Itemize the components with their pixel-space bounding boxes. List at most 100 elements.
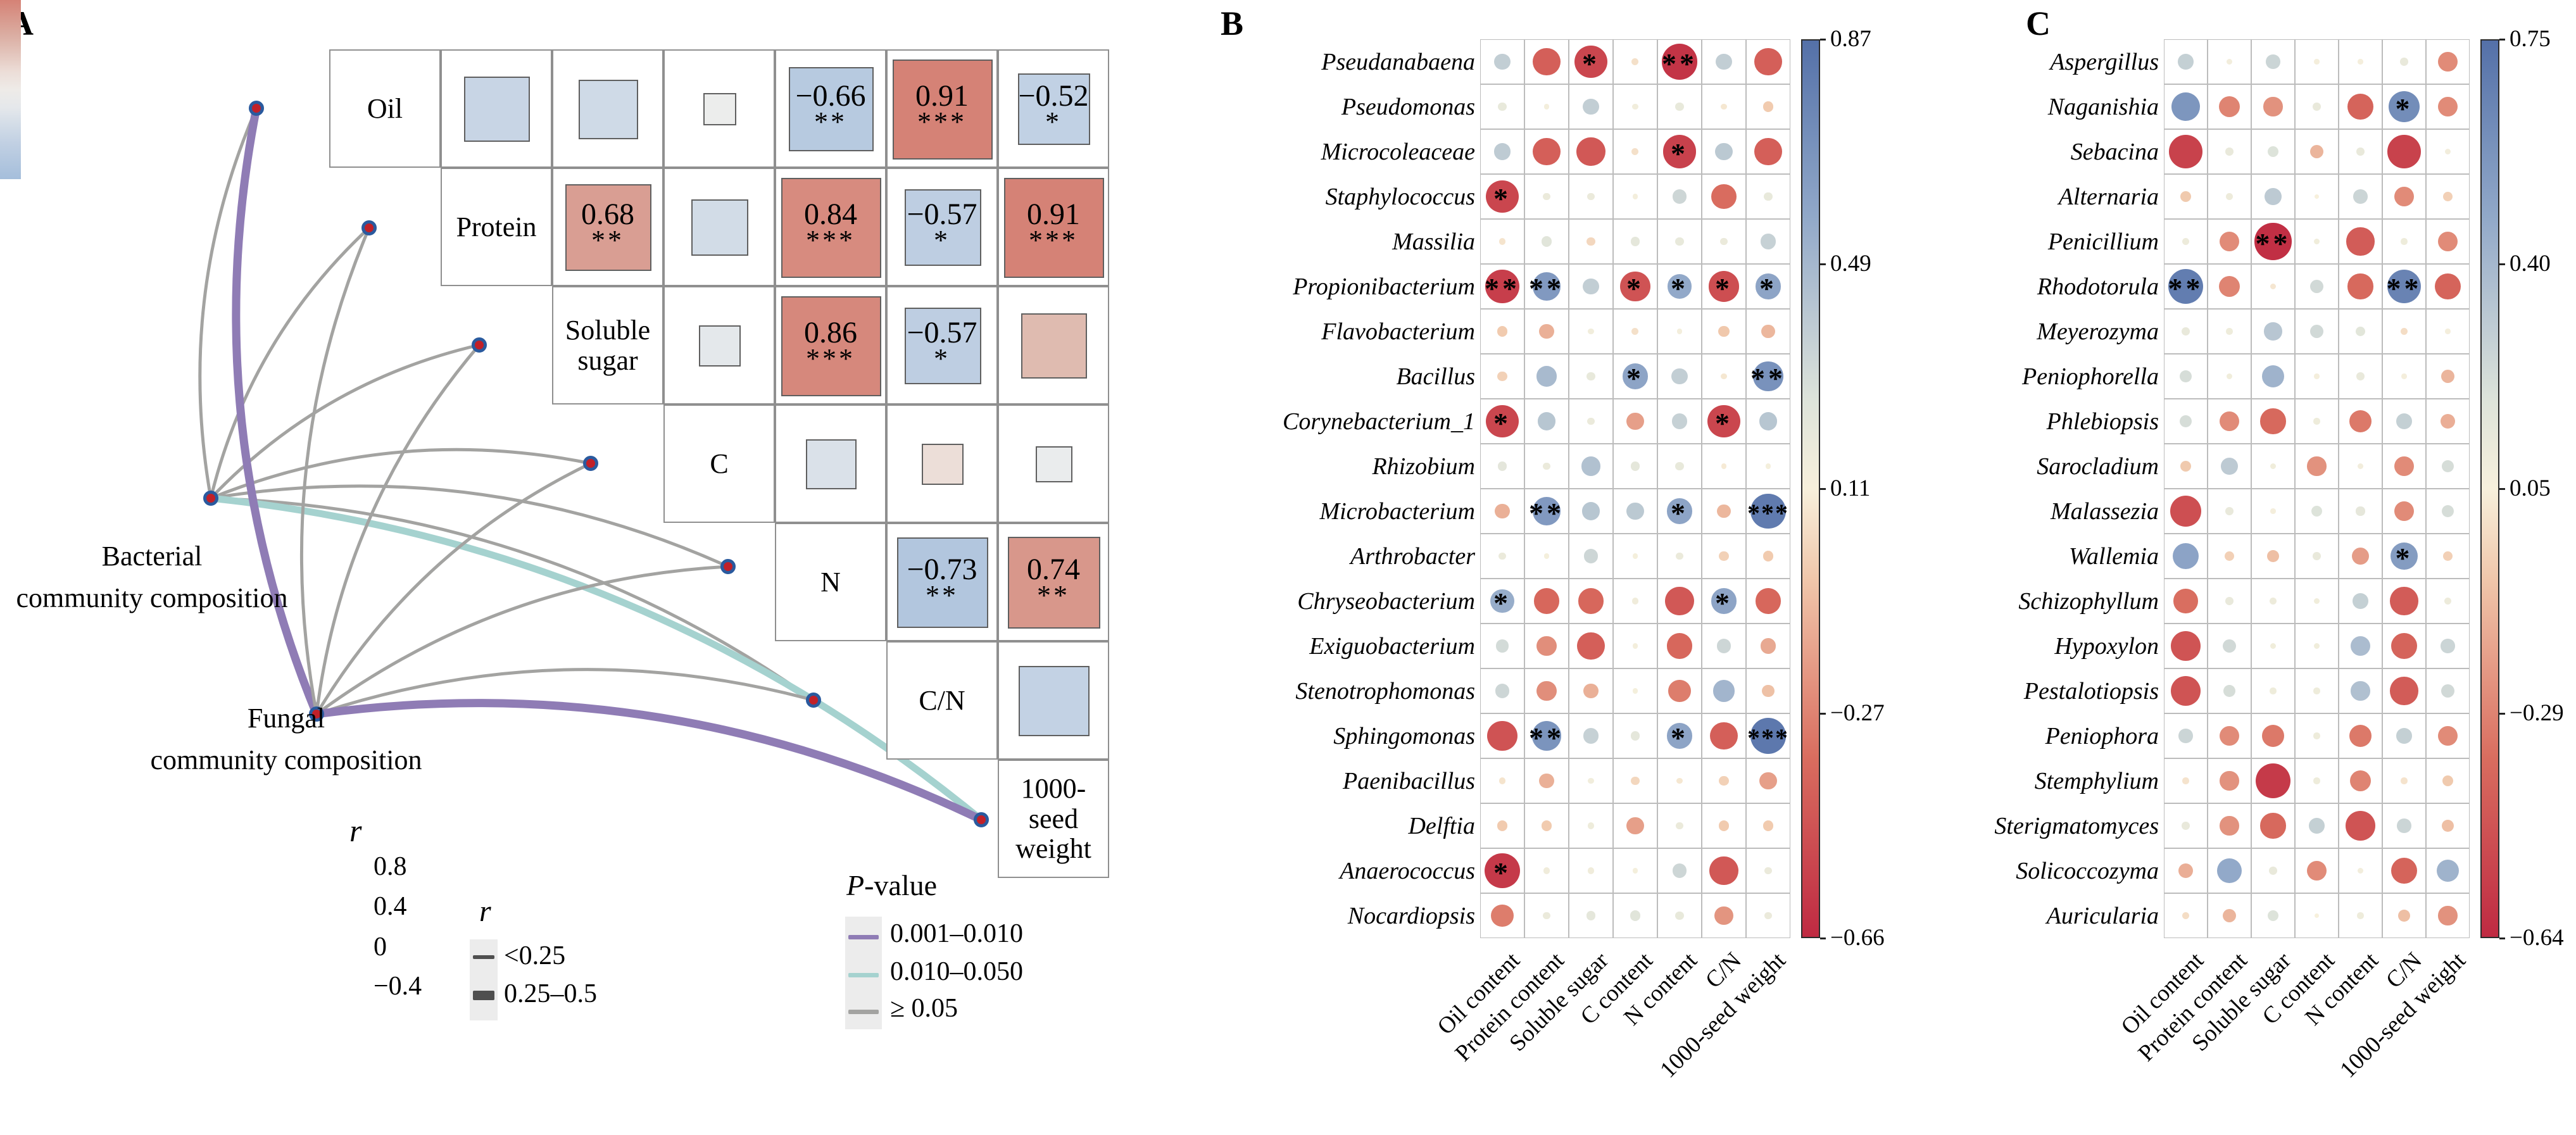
legend-p-title: P-value bbox=[846, 869, 938, 901]
colorbar-tick bbox=[2499, 38, 2505, 41]
bubble-cell: *** bbox=[1746, 489, 1790, 534]
significance-stars: ** bbox=[814, 106, 847, 137]
correlation-bubble bbox=[2309, 818, 2325, 834]
bubble-cell bbox=[2339, 129, 2382, 174]
correlation-bubble bbox=[1754, 47, 1782, 76]
bubble-cell bbox=[1480, 444, 1524, 489]
correlation-bubble bbox=[1533, 47, 1561, 76]
bubble-cell bbox=[2295, 534, 2339, 579]
bubble-cell bbox=[2426, 39, 2470, 84]
bubble-cell bbox=[2251, 624, 2295, 668]
row-label: Malassezia bbox=[2051, 498, 2159, 525]
bubble-cell bbox=[1613, 84, 1657, 129]
correlation-square bbox=[1004, 177, 1104, 278]
network-edge-ge bbox=[209, 484, 730, 568]
bubble-cell bbox=[2251, 264, 2295, 309]
row-label: Aspergillus bbox=[2050, 48, 2159, 75]
correlation-square bbox=[893, 59, 993, 160]
correlation-square bbox=[806, 439, 857, 490]
significance-stars: * bbox=[934, 224, 950, 256]
correlation-bubble bbox=[1632, 643, 1638, 649]
hub-label-line: Fungal bbox=[247, 703, 325, 734]
panel-c-fungi-bubble-heatmap: Aspergillus Naganishia Sebacina Alternaria P… bbox=[1966, 0, 2576, 1135]
bubble-cell bbox=[2382, 668, 2426, 713]
panel-b-bacteria-bubble-heatmap: Pseudanabaena Pseudomonas Microcoleaceae St… bbox=[1206, 0, 1966, 1135]
matrix-cell bbox=[775, 404, 886, 523]
bubble-cell bbox=[2164, 893, 2208, 938]
correlation-bubble bbox=[2266, 549, 2280, 563]
bubble-cell bbox=[1657, 399, 1702, 444]
correlation-bubble bbox=[2173, 589, 2198, 613]
significance-stars: * bbox=[1493, 587, 1511, 619]
bubble-cell bbox=[2208, 129, 2251, 174]
row-label: Wallemia bbox=[2068, 542, 2159, 570]
correlation-bubble bbox=[1630, 237, 1640, 246]
correlation-bubble bbox=[1498, 102, 1507, 111]
correlation-bubble bbox=[1574, 45, 1607, 78]
correlation-bubble bbox=[1631, 147, 1639, 155]
correlation-bubble bbox=[2437, 96, 2458, 117]
correlation-bubble bbox=[1630, 731, 1640, 741]
network-edge-ge bbox=[209, 343, 481, 500]
row-label: Alternaria bbox=[2058, 183, 2159, 210]
bubble-cell bbox=[2382, 579, 2426, 624]
correlation-bubble bbox=[2391, 857, 2418, 884]
bubble-cell bbox=[1480, 758, 1524, 803]
correlation-square bbox=[1019, 665, 1090, 737]
significance-stars: * bbox=[1493, 182, 1511, 215]
bubble-cell bbox=[1524, 848, 1569, 893]
network-edge-ge bbox=[209, 226, 371, 500]
row-label: Rhizobium bbox=[1372, 453, 1475, 480]
legend-r-colorbar bbox=[0, 0, 21, 179]
matrix-cell: 0.86 *** bbox=[775, 286, 886, 404]
correlation-bubble bbox=[1536, 636, 1557, 656]
correlation-bubble bbox=[2223, 684, 2236, 698]
correlation-bubble bbox=[1632, 688, 1638, 694]
row-label: Solicoccozyma bbox=[2016, 857, 2159, 884]
correlation-bubble bbox=[1719, 775, 1729, 786]
bubble-cell bbox=[1746, 219, 1790, 264]
correlation-value: −0.73 bbox=[907, 552, 977, 586]
matrix-cell bbox=[998, 404, 1109, 523]
matrix-cell bbox=[886, 404, 998, 523]
bubble-cell bbox=[1746, 309, 1790, 354]
bubble-cell bbox=[1480, 84, 1524, 129]
correlation-bubble bbox=[1577, 632, 1605, 660]
network-edge-ge bbox=[315, 668, 815, 716]
correlation-bubble bbox=[2441, 684, 2455, 698]
bubble-cell bbox=[1569, 354, 1613, 399]
correlation-bubble bbox=[1764, 912, 1772, 920]
significance-stars: *** bbox=[917, 106, 967, 137]
correlation-square bbox=[1021, 313, 1087, 379]
correlation-bubble bbox=[1631, 776, 1640, 786]
bubble-cell bbox=[1746, 129, 1790, 174]
colorbar-tick-label: 0.87 bbox=[1830, 26, 1871, 52]
bubble-cell bbox=[1480, 893, 1524, 938]
bubble-cell bbox=[1702, 129, 1746, 174]
bubble-cell bbox=[1613, 219, 1657, 264]
legend-p-label: 0.010–0.050 bbox=[890, 957, 1023, 986]
correlation-bubble bbox=[1632, 194, 1638, 199]
correlation-bubble bbox=[2171, 631, 2201, 661]
bubble-cell bbox=[2164, 489, 2208, 534]
row-label: Propionibacterium bbox=[1293, 273, 1475, 300]
correlation-bubble bbox=[2261, 365, 2285, 388]
bubble-cell bbox=[1524, 219, 1569, 264]
bubble-cell bbox=[1569, 309, 1613, 354]
bubble-cell bbox=[1524, 893, 1569, 938]
bubble-cell bbox=[1702, 219, 1746, 264]
significance-stars: ** bbox=[1529, 497, 1564, 529]
row-label: Flavobacterium bbox=[1321, 318, 1475, 345]
correlation-bubble bbox=[2396, 728, 2412, 744]
bubble-cell: ** bbox=[2382, 264, 2426, 309]
correlation-bubble bbox=[1631, 598, 1638, 605]
row-label: Peniophorella bbox=[2022, 363, 2159, 390]
correlation-bubble bbox=[2397, 909, 2411, 922]
colorbar-tick-label: −0.29 bbox=[2510, 700, 2564, 726]
correlation-bubble bbox=[2440, 413, 2456, 429]
correlation-bubble bbox=[2169, 135, 2202, 168]
significance-stars: * bbox=[1626, 272, 1644, 304]
panel-a-mantel-network-matrix: Bacterial community composition Fungal comm… bbox=[0, 0, 1206, 1135]
correlation-bubble bbox=[1543, 553, 1550, 559]
correlation-bubble bbox=[2394, 186, 2415, 207]
